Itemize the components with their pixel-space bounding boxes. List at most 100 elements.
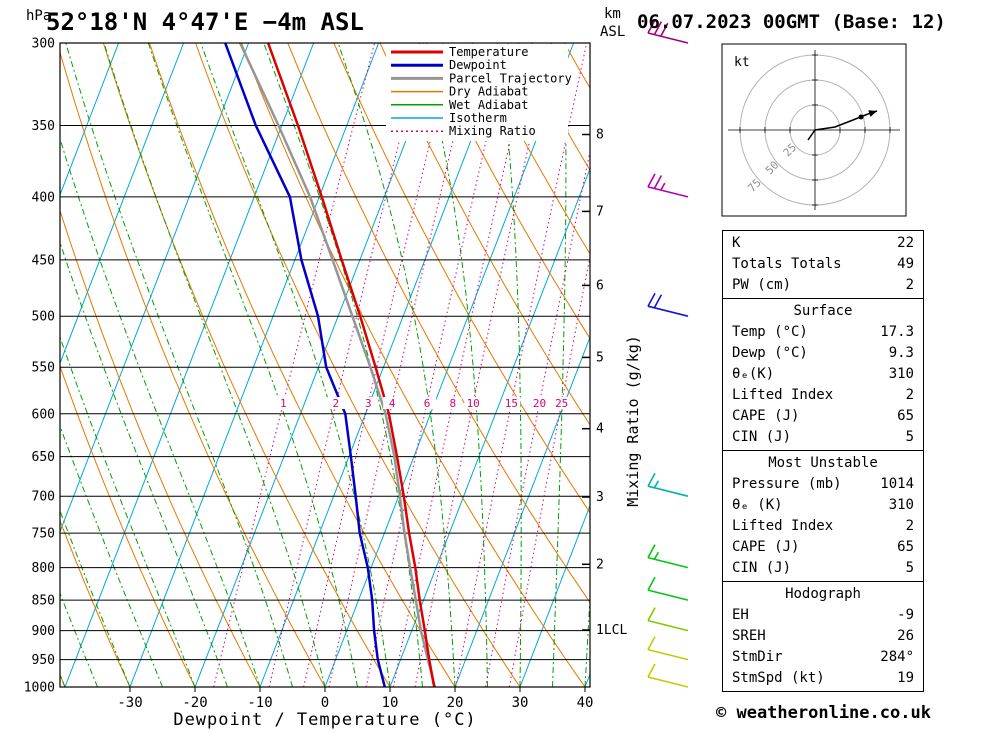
table-row-value: 310 [888, 366, 914, 382]
table-row-value: 1014 [880, 476, 914, 492]
pressure-unit-label: hPa [26, 8, 52, 24]
wind-barb [647, 663, 689, 688]
stats-table-section: Hodograph EH -9 SREH 26 StmDir 284° StmSpd (kt)… [722, 581, 924, 692]
temperature-trace [266, 43, 436, 687]
svg-text:2: 2 [332, 397, 339, 410]
svg-text:Mixing Ratio: Mixing Ratio [449, 124, 536, 138]
svg-text:500: 500 [32, 310, 55, 325]
table-row-label: SREH [732, 628, 766, 644]
svg-text:900: 900 [32, 624, 55, 639]
table-row: Totals Totals 49 [723, 254, 923, 275]
table-row-value: 49 [897, 256, 914, 272]
svg-text:4: 4 [389, 397, 396, 410]
svg-text:20: 20 [533, 397, 546, 410]
svg-text:2: 2 [596, 557, 604, 572]
table-row-label: StmSpd (kt) [732, 670, 825, 686]
svg-text:1LCL: 1LCL [596, 623, 627, 638]
table-row-label: Totals Totals [732, 256, 842, 272]
table-row: CAPE (J) 65 [723, 537, 923, 558]
svg-text:5: 5 [596, 350, 604, 365]
svg-text:6: 6 [596, 278, 604, 293]
mixing-ratio-axis-title: Mixing Ratio (g/kg) [624, 335, 642, 507]
temperature-axis-title: Dewpoint / Temperature (°C) [173, 710, 477, 730]
table-row-value: 2 [905, 518, 914, 534]
svg-text:8: 8 [449, 397, 456, 410]
table-row-value: 65 [897, 539, 914, 555]
svg-text:4: 4 [596, 422, 604, 437]
table-row: Lifted Index 2 [723, 385, 923, 406]
table-row-label: K [732, 235, 741, 251]
svg-text:400: 400 [32, 190, 55, 205]
table-row-label: CAPE (J) [732, 408, 800, 424]
table-row-label: θₑ (K) [732, 497, 783, 513]
svg-text:350: 350 [32, 119, 55, 134]
svg-text:550: 550 [32, 361, 55, 376]
table-row-label: Lifted Index [732, 387, 834, 403]
datetime-title: 06.07.2023 00GMT (Base: 12) [637, 11, 946, 33]
wind-barb [647, 636, 689, 661]
stats-table-section: K 22 Totals Totals 49 PW (cm) 2 [722, 230, 924, 299]
svg-text:-30: -30 [117, 695, 142, 711]
pressure-axis-labels: 300 350 400 450 500 550 600 650 700 750 800 850 900 9… [24, 37, 55, 696]
svg-text:3: 3 [596, 490, 604, 505]
svg-text:Temperature: Temperature [449, 45, 528, 59]
svg-text:-20: -20 [182, 695, 207, 711]
table-row: CIN (J) 5 [723, 558, 923, 579]
wind-barb [647, 607, 689, 632]
mixing-ratio-value-labels: 1 2 3 4 6 8 10 15 20 25 [274, 397, 571, 410]
dewpoint-trace [224, 43, 387, 687]
table-row-label: CIN (J) [732, 560, 792, 576]
table-row: CIN (J) 5 [723, 427, 923, 448]
stats-table-section: Surface Temp (°C) 17.3 Dewp (°C) 9.3 θₑ(K) 310… [722, 298, 924, 451]
svg-text:0: 0 [321, 695, 329, 711]
svg-text:6: 6 [424, 397, 431, 410]
table-row-value: 9.3 [888, 345, 914, 361]
table-row-label: EH [732, 607, 749, 623]
table-row-value: 22 [897, 235, 914, 251]
table-row: CAPE (J) 65 [723, 406, 923, 427]
table-row-value: 310 [888, 497, 914, 513]
table-row: EH -9 [723, 605, 923, 626]
temperature-axis-labels: -30 -20 -10 0 10 20 30 40 [117, 687, 593, 711]
isotherm-lines [60, 43, 590, 687]
table-section-title: Surface [793, 303, 853, 319]
table-row-value: 26 [897, 628, 914, 644]
table-row-label: CAPE (J) [732, 539, 800, 555]
svg-text:Dewpoint: Dewpoint [449, 58, 507, 72]
table-row-value: 5 [905, 429, 914, 445]
svg-text:800: 800 [32, 561, 55, 576]
hodograph-arrowhead [868, 110, 877, 117]
sounding-traces [224, 43, 437, 687]
table-row: StmSpd (kt) 19 [723, 668, 923, 689]
table-row: Pressure (mb) 1014 [723, 474, 923, 495]
table-row-label: CIN (J) [732, 429, 792, 445]
altitude-unit-km-label: km [604, 6, 621, 22]
svg-text:Isotherm: Isotherm [449, 111, 507, 125]
table-row-label: Temp (°C) [732, 324, 808, 340]
svg-text:-10: -10 [247, 695, 272, 711]
table-row: Dewp (°C) 9.3 [723, 343, 923, 364]
wet-adiabat-lines [60, 43, 590, 687]
table-row-value: 284° [880, 649, 914, 665]
table-row-label: Pressure (mb) [732, 476, 842, 492]
wind-barb [647, 173, 689, 198]
table-row-value: 65 [897, 408, 914, 424]
svg-text:30: 30 [512, 695, 529, 711]
table-row: Lifted Index 2 [723, 516, 923, 537]
svg-text:25: 25 [555, 397, 568, 410]
svg-text:10: 10 [467, 397, 480, 410]
svg-text:8: 8 [596, 128, 604, 143]
stats-tables: K 22 Totals Totals 49 PW (cm) 2 Surface Temp (°… [722, 230, 924, 692]
svg-text:40: 40 [577, 695, 594, 711]
table-row-value: 2 [905, 277, 914, 293]
table-row: PW (cm) 2 [723, 275, 923, 296]
svg-text:7: 7 [596, 204, 604, 219]
table-row-label: PW (cm) [732, 277, 792, 293]
svg-text:450: 450 [32, 253, 55, 268]
table-section-title: Most Unstable [768, 455, 878, 471]
svg-text:3: 3 [365, 397, 372, 410]
table-row-label: StmDir [732, 649, 783, 665]
table-row: Temp (°C) 17.3 [723, 322, 923, 343]
